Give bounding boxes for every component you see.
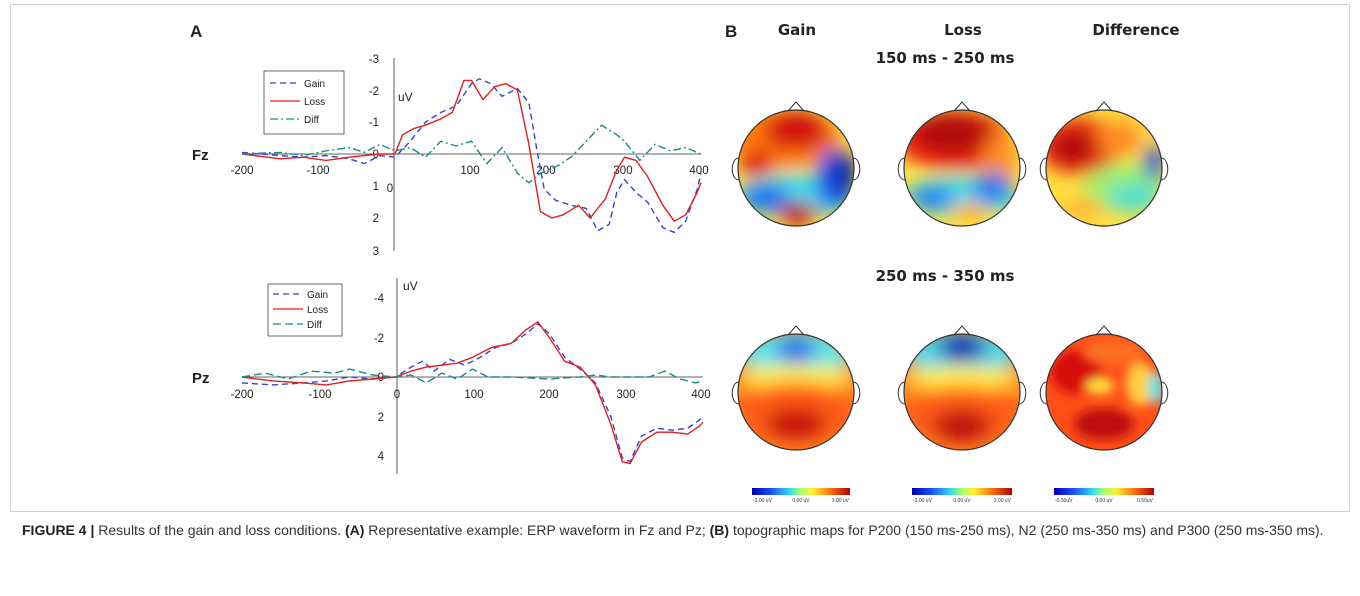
y-tick-label: -2 [374,333,384,345]
x-tick-labels-fz: -200 -100 0 100 200 300 400 [230,165,708,195]
waveform-pz-loss [241,321,704,465]
column-title-gain: Gain [778,21,816,39]
channel-label-fz: Fz [192,147,209,164]
x-tick-label: 400 [691,389,710,401]
caption-a-text: Representative example: ERP waveform in … [364,522,710,538]
y-tick-label: 3 [373,246,379,258]
y-tick-label: 4 [378,451,385,463]
figure-frame [10,4,1350,512]
y-tick-label: -2 [369,86,379,98]
column-title-loss: Loss [944,21,982,39]
caption-a-tag: (A) [344,522,365,538]
y-unit-pz: uV [403,279,418,293]
caption-b-text: topographic maps for P200 (150 ms-250 ms… [729,522,1324,538]
y-tick-label: 2 [378,412,384,424]
colorbar-gain: -3.00 uV 0.00 uV 3.00 uV [752,488,850,504]
column-title-difference: Difference [1092,21,1179,39]
topomap-grid [731,101,1169,451]
colorbar-min-label: -0.50uV [1055,498,1073,504]
legend-entry: Gain [304,79,325,90]
x-tick-label: -200 [230,165,253,177]
waveform-fz-diff [241,124,702,184]
x-tick-label: 0 [394,389,400,401]
series-group-pz [241,321,704,465]
caption-intro: Results of the gain and loss conditions. [94,522,345,538]
x-tick-labels-pz: -200 -100 0 100 200 300 400 [230,389,710,401]
erp-plot-fz: Fz uV -200 -100 0 100 200 300 400 -3 -2 … [192,54,709,258]
erp-plot-pz: Pz uV -200 -100 0 100 200 300 400 -4 -2 … [192,278,711,474]
y-unit-fz: uV [398,90,413,104]
y-tick-label: -3 [369,54,379,66]
x-tick-label: 300 [616,389,635,401]
colorbar-mid-label: 0.00 uV [792,498,810,504]
figure: A B Fz uV -200 -100 0 100 200 300 400 -3… [190,21,1180,504]
colorbar-max-label: 0.50uV [1137,498,1154,504]
colorbar-difference: -0.50uV 0.00 uV 0.50uV [1054,488,1154,504]
window-title-1: 150 ms - 250 ms [876,49,1015,67]
x-tick-label: 100 [464,389,483,401]
topomap-difference-window-2 [1039,325,1169,451]
window-title-2: 250 ms - 350 ms [876,267,1015,285]
topomap-gain-window-1 [731,101,861,227]
x-tick-label: 200 [536,165,555,177]
waveform-fz-gain [241,78,702,234]
x-tick-label: -100 [306,165,329,177]
topomap-gain-window-2 [731,325,861,451]
x-tick-label: 100 [460,165,479,177]
colorbar-max-label: 3.00 uV [832,498,850,504]
colorbar-max-label: 3.00 uV [994,498,1012,504]
topomap-loss-window-1 [897,101,1027,227]
colorbar-mid-label: 0.00 uV [1095,498,1113,504]
legend-fz: Gain Loss Diff [263,70,345,135]
caption-figure-label: FIGURE 4 | [22,522,95,538]
colorbar-min-label: -3.00 uV [913,498,933,504]
colorbar-mid-label: 0.00 uV [953,498,971,504]
topomap-difference-window-1 [1039,101,1169,227]
panel-b-label: B [725,22,737,41]
legend-entry: Loss [304,97,325,108]
series-group-fz [241,78,702,234]
legend-entry: Diff [307,320,322,331]
colorbar-min-label: -3.00 uV [753,498,773,504]
y-tick-labels-fz: -3 -2 -1 0 1 2 3 [369,54,379,258]
colorbar-loss: -3.00 uV 0.00 uV 3.00 uV [912,488,1012,504]
x-tick-label: -100 [308,389,331,401]
y-tick-label: -1 [369,117,379,129]
waveform-pz-gain [241,323,704,463]
y-tick-label: 2 [373,213,379,225]
waveform-fz-loss [241,79,702,222]
legend-pz: Gain Loss Diff [267,283,343,337]
waveform-pz-diff [241,368,704,384]
caption-b-tag: (B) [709,522,730,538]
legend-entry: Loss [307,305,328,316]
x-tick-label: 400 [689,165,708,177]
figure-caption: FIGURE 4 | Results of the gain and loss … [22,520,1342,541]
x-tick-label: 0 [387,183,393,195]
topomap-loss-window-2 [897,325,1027,451]
x-tick-label: 200 [539,389,558,401]
x-tick-label: -200 [230,389,253,401]
channel-label-pz: Pz [192,370,210,387]
legend-entry: Diff [304,115,319,126]
y-tick-label: -4 [374,293,385,305]
legend-entry: Gain [307,290,328,301]
y-tick-label: 1 [373,181,379,193]
panel-a-label: A [190,22,202,41]
